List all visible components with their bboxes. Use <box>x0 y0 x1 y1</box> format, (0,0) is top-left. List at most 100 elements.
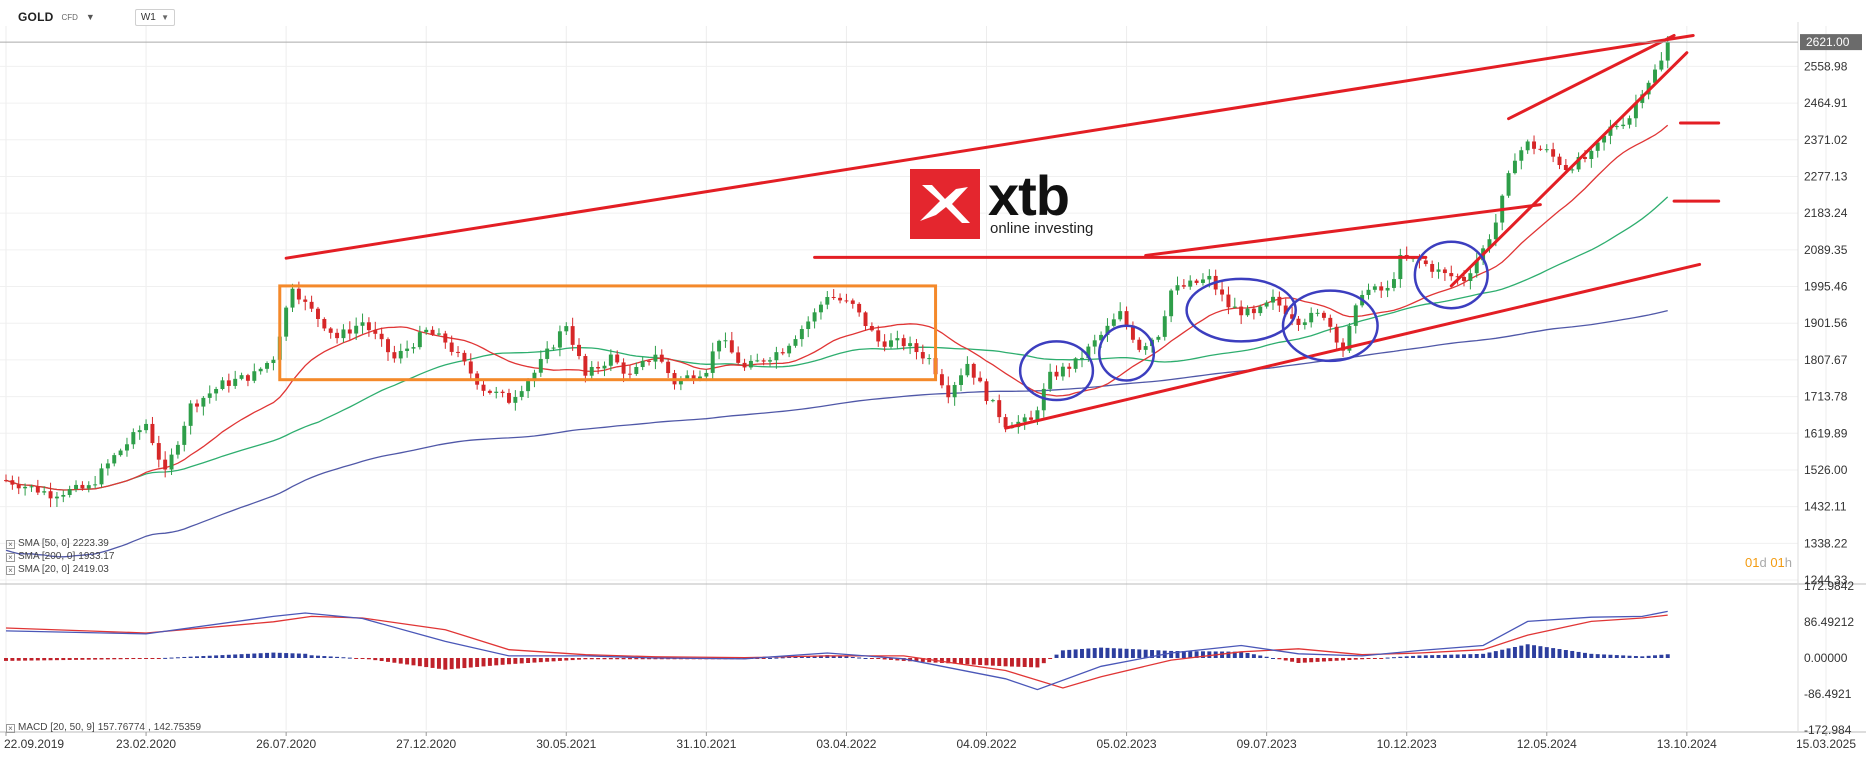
macd-histogram-bar <box>360 658 365 660</box>
bear-candle <box>1277 296 1282 306</box>
macd-histogram-bar <box>895 658 900 661</box>
macd-histogram-bar <box>551 658 556 662</box>
bear-candle <box>245 375 250 381</box>
macd-histogram-bar <box>48 658 53 661</box>
sma-200-line <box>5 309 1668 558</box>
macd-histogram-bar <box>1411 655 1416 659</box>
bear-candle <box>1239 306 1244 316</box>
bull-candle <box>564 326 569 332</box>
bull-candle <box>1487 239 1492 249</box>
macd-histogram-bar <box>1226 651 1231 659</box>
chevron-down-icon: ▼ <box>161 12 169 22</box>
macd-histogram-bar <box>424 658 429 668</box>
bull-candle <box>1602 135 1607 143</box>
bull-candle <box>112 455 117 464</box>
bear-candle <box>1532 141 1537 149</box>
macd-tick-label: 86.49212 <box>1804 615 1854 629</box>
bull-candle <box>526 381 531 392</box>
bull-candle <box>1048 371 1053 389</box>
macd-histogram-bar <box>1404 656 1409 659</box>
macd-histogram-bar <box>10 658 15 661</box>
bear-candle <box>761 360 766 362</box>
price-tick-label: 1901.56 <box>1804 316 1848 330</box>
bull-candle <box>1175 285 1180 291</box>
bear-candle <box>736 352 741 363</box>
macd-histogram-bar <box>462 658 467 669</box>
macd-histogram-bar <box>1156 650 1161 659</box>
remove-indicator-icon[interactable]: × <box>6 565 15 575</box>
bull-candle <box>1595 142 1600 151</box>
macd-histogram-bar <box>131 658 136 660</box>
bear-candle <box>876 330 881 342</box>
bear-candle <box>1455 276 1460 278</box>
bear-candle <box>335 332 340 339</box>
bear-candle <box>666 361 671 374</box>
remove-indicator-icon[interactable]: × <box>6 552 15 562</box>
symbol-name[interactable]: GOLD <box>18 10 54 24</box>
bear-candle <box>1124 311 1129 326</box>
bear-candle <box>195 403 199 407</box>
bull-candle <box>258 368 263 372</box>
remove-indicator-icon[interactable]: × <box>6 723 15 733</box>
macd-histogram-bar <box>1436 655 1441 659</box>
macd-histogram-bar <box>1245 653 1250 659</box>
macd-histogram-bar <box>1614 655 1619 659</box>
macd-histogram-bar <box>239 654 244 658</box>
timeframe-select[interactable]: W1 ▼ <box>134 8 175 26</box>
macd-histogram-bar <box>1277 658 1282 660</box>
macd-histogram-bar <box>761 658 766 660</box>
macd-histogram-bar <box>1035 658 1040 668</box>
trendline <box>1004 262 1702 430</box>
bull-candle <box>1232 306 1237 308</box>
macd-histogram-bar <box>1570 650 1575 659</box>
bear-candle <box>163 459 168 470</box>
logo-tagline: online investing <box>990 220 1094 237</box>
macd-histogram-bar <box>23 658 28 661</box>
macd-histogram-bar <box>258 653 263 659</box>
bear-candle <box>1462 276 1466 281</box>
bull-candle <box>952 384 957 398</box>
bear-candle <box>366 322 371 331</box>
bear-candle <box>1251 308 1256 314</box>
macd-histogram-bar <box>1500 649 1505 659</box>
trendline <box>1144 203 1542 257</box>
bull-candle <box>545 348 550 359</box>
bear-candle <box>1379 286 1384 291</box>
macd-histogram-bar <box>812 655 817 658</box>
macd-histogram-bar <box>1646 655 1651 659</box>
macd-histogram-bar <box>1105 647 1110 658</box>
symbol-dropdown-icon[interactable]: ▼ <box>85 12 95 22</box>
macd-histogram-bar <box>1398 656 1403 658</box>
macd-histogram-bar <box>1347 658 1352 660</box>
bull-candle <box>1264 302 1269 307</box>
bear-candle <box>1334 326 1339 343</box>
macd-histogram-bar <box>1385 657 1390 659</box>
macd-histogram-bar <box>1175 650 1180 659</box>
highlight-ellipse <box>1098 324 1156 382</box>
macd-histogram-bar <box>545 658 550 662</box>
remove-indicator-icon[interactable]: × <box>6 539 15 549</box>
macd-histogram-bar <box>787 657 792 659</box>
legend-macd: × MACD [20, 50, 9] 157.76774 , 142.75359 <box>6 722 201 734</box>
bull-candle <box>710 351 715 373</box>
macd-histogram-bar <box>589 658 594 660</box>
macd-histogram-bar <box>507 658 511 665</box>
bear-candle <box>780 352 785 354</box>
macd-histogram-bar <box>61 658 66 661</box>
macd-histogram-bar <box>1474 654 1479 658</box>
macd-histogram-bar <box>1353 658 1358 660</box>
bull-candle <box>188 403 193 426</box>
macd-panel <box>4 610 1670 691</box>
macd-histogram-bar <box>1621 655 1626 658</box>
bull-candle <box>360 322 365 326</box>
price-tick-label: 1432.11 <box>1804 500 1847 514</box>
macd-histogram-bar <box>1582 652 1587 659</box>
macd-histogram-bar <box>487 658 492 666</box>
bear-candle <box>322 318 327 329</box>
bull-candle <box>1271 296 1275 303</box>
price-tick-label: 1244.33 <box>1804 573 1848 587</box>
bull-candle <box>411 347 416 349</box>
bear-candle <box>35 486 40 493</box>
bear-candle <box>596 366 601 369</box>
countdown-hours: 01 <box>1770 555 1785 570</box>
